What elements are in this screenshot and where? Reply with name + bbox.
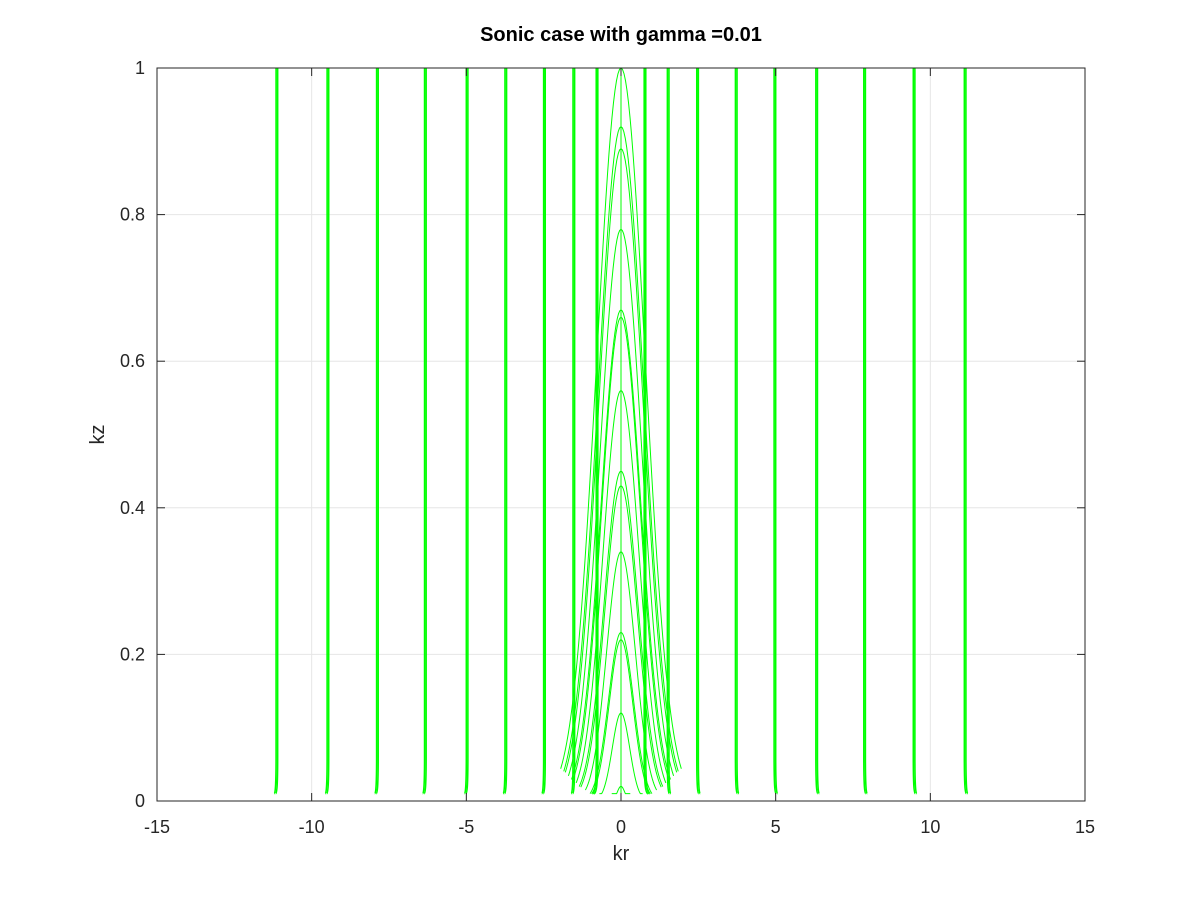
y-axis-label: kz	[87, 425, 109, 445]
curves	[273, 67, 969, 795]
vertical-curve	[273, 68, 277, 795]
x-axis-label: kr	[613, 843, 630, 865]
y-tick-label: 0.2	[120, 644, 145, 664]
vertical-curve	[816, 68, 821, 795]
vertical-curve	[373, 68, 378, 795]
vertical-curve	[736, 68, 740, 795]
vertical-curve	[914, 68, 918, 795]
vertical-curve	[864, 68, 869, 795]
vertical-curve	[912, 68, 916, 795]
x-tick-label: -15	[144, 817, 170, 837]
vertical-curve	[502, 68, 506, 795]
vertical-curve	[695, 68, 700, 795]
x-tick-label: 10	[920, 817, 940, 837]
x-tick-label: -10	[299, 817, 325, 837]
vertical-curve	[965, 68, 969, 795]
vertical-curve	[542, 68, 547, 795]
vertical-curve	[774, 68, 779, 795]
vertical-curve	[571, 68, 576, 795]
vertical-curve	[324, 68, 328, 795]
vertical-curve	[375, 68, 379, 795]
x-tick-label: -5	[458, 817, 474, 837]
y-tick-label: 1	[135, 58, 145, 78]
y-tick-label: 0	[135, 791, 145, 811]
vertical-curve	[666, 68, 671, 795]
vertical-curve	[734, 68, 739, 795]
vertical-curve	[463, 68, 468, 795]
vertical-curve	[503, 68, 508, 795]
vertical-curve	[423, 68, 427, 795]
chart-title: Sonic case with gamma =0.01	[480, 24, 762, 46]
axes-frame	[156, 67, 1086, 802]
x-tick-label: 5	[771, 817, 781, 837]
x-tick-label: 0	[616, 817, 626, 837]
vertical-curve	[697, 68, 701, 795]
vertical-curve	[963, 68, 968, 795]
ticks: -15 -10 -5 0 5 10 15 0 0.2 0.4 0.6 0.8 1	[120, 58, 1095, 837]
vertical-curve	[421, 68, 426, 795]
y-tick-label: 0.6	[120, 351, 145, 371]
vertical-curve	[815, 68, 819, 795]
vertical-curve	[541, 68, 545, 795]
vertical-curve	[326, 68, 330, 795]
vertical-curve	[274, 68, 279, 795]
y-tick-label: 0.4	[120, 498, 145, 518]
y-tick-label: 0.8	[120, 205, 145, 225]
vertical-curve	[863, 68, 867, 795]
x-tick-label: 15	[1075, 817, 1095, 837]
